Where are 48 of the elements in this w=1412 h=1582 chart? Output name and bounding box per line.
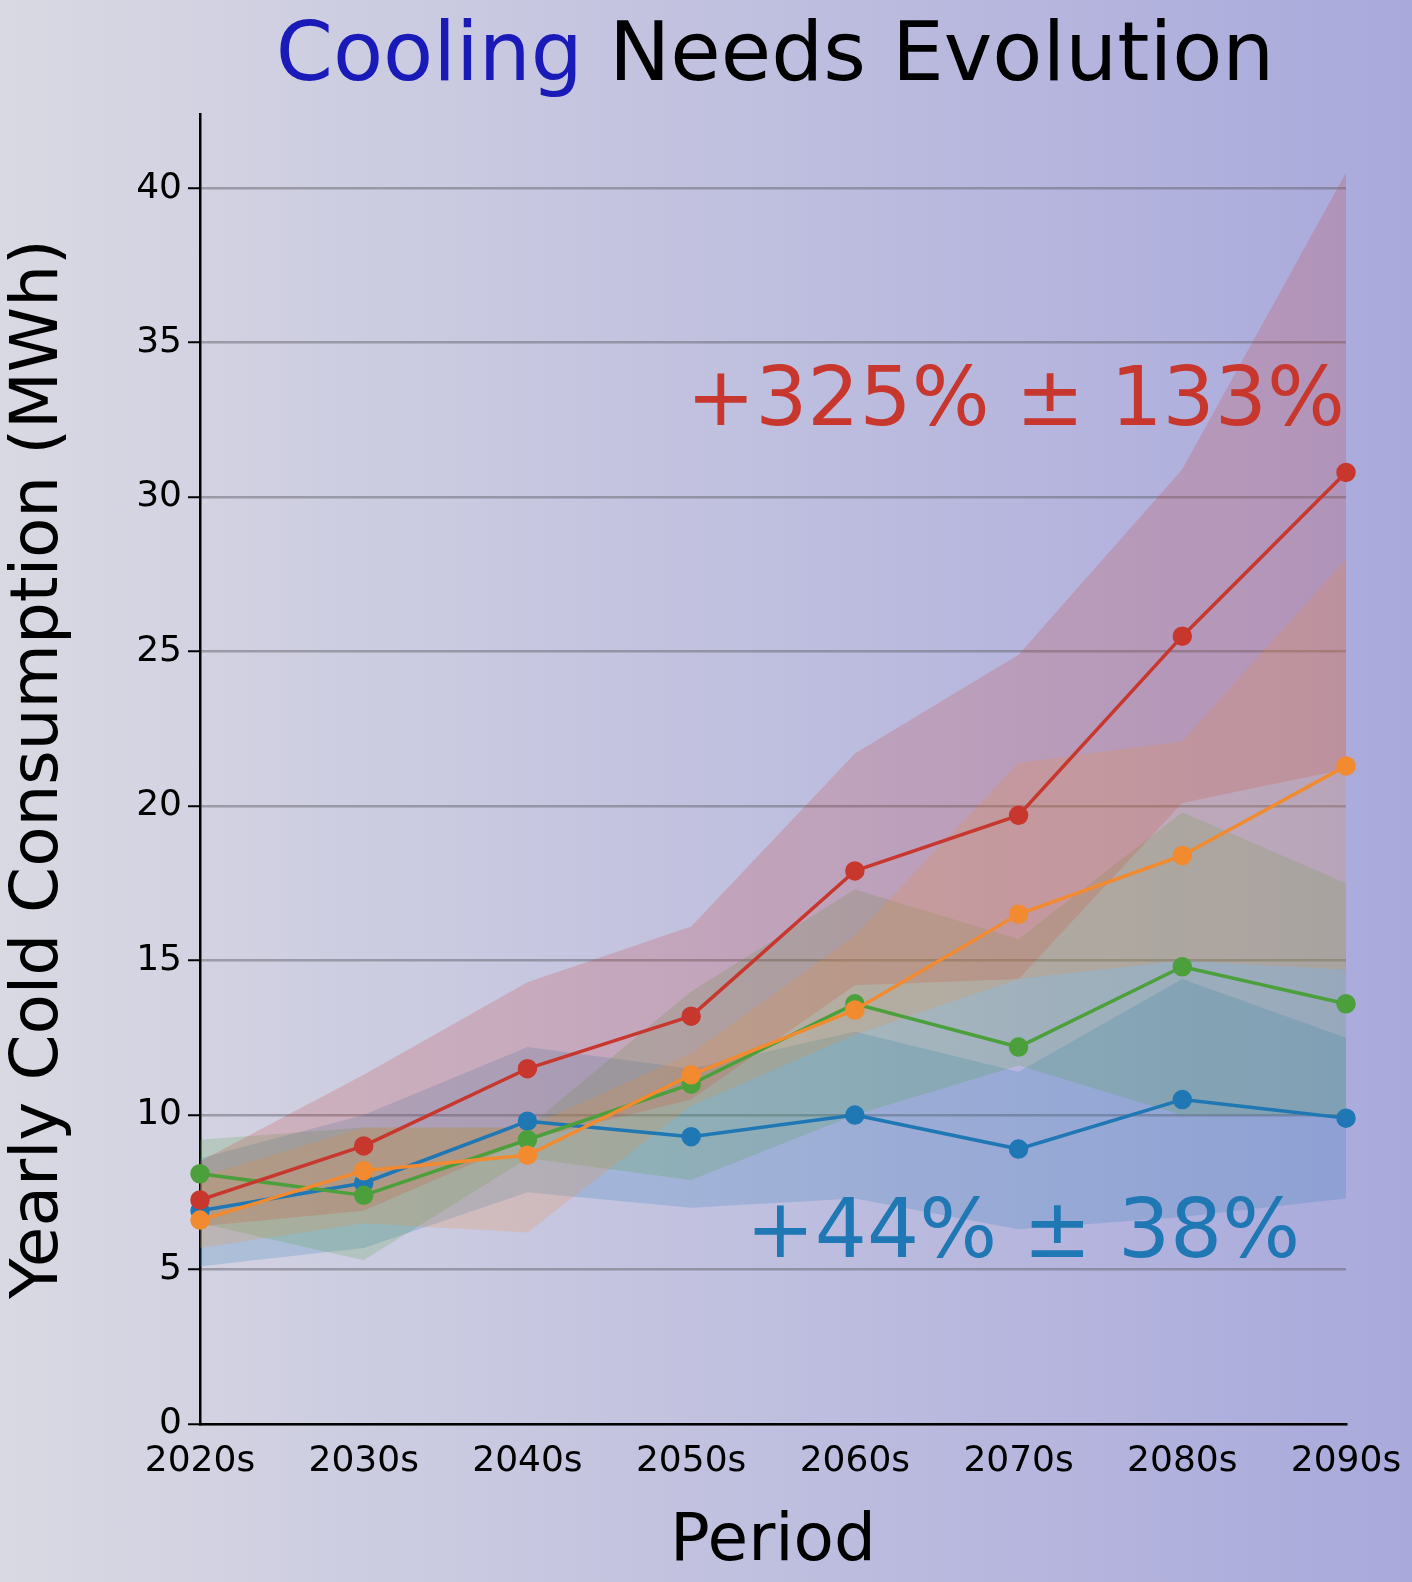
point [1172,845,1193,866]
y-tick-label: 15 [136,936,182,978]
point [517,1145,538,1165]
point [681,1006,701,1026]
chart-title: Cooling Needs Evolution [274,4,1276,99]
point [1336,462,1356,483]
x-tick-label: 2070s [963,1437,1074,1479]
y-tick-label: 40 [136,164,182,206]
point [190,1210,210,1230]
y-tick-label: 35 [136,318,182,360]
point [1336,756,1356,776]
y-tick-label: 5 [159,1245,182,1287]
x-tick-label: 2060s [799,1437,911,1479]
point [353,1185,374,1206]
point [190,1163,210,1184]
point [190,1190,210,1210]
point [845,1105,865,1125]
point [517,1058,538,1079]
y-axis-title: Yearly Cold Consumption (MWh) [0,239,73,1300]
point [1008,1139,1029,1159]
annotation: +44% ± 38% [746,1180,1301,1275]
x-tick-label: 2040s [472,1437,583,1479]
point [1336,1108,1356,1128]
point [1172,1089,1193,1110]
point [517,1111,538,1131]
x-tick-label: 2050s [635,1437,747,1479]
x-tick-label: 2080s [1127,1437,1238,1479]
x-axis-title: Period [670,1498,876,1576]
point [353,1136,374,1156]
y-tick-label: 25 [136,627,182,669]
point [681,1065,701,1085]
y-tick-label: 20 [136,782,182,824]
point [1008,1037,1029,1057]
x-tick-label: 2090s [1290,1437,1402,1479]
point [1336,994,1356,1014]
point [845,1000,865,1020]
point [845,861,865,881]
point [1008,904,1029,924]
x-tick-label: 2030s [308,1437,419,1479]
point [681,1126,701,1147]
annotation: +325% ± 133% [686,348,1345,444]
point [1008,805,1029,826]
point [1172,626,1193,646]
point [1172,956,1193,977]
point [353,1160,374,1181]
y-tick-label: 10 [136,1091,182,1133]
point [517,1130,538,1150]
y-tick-label: 30 [136,473,182,515]
